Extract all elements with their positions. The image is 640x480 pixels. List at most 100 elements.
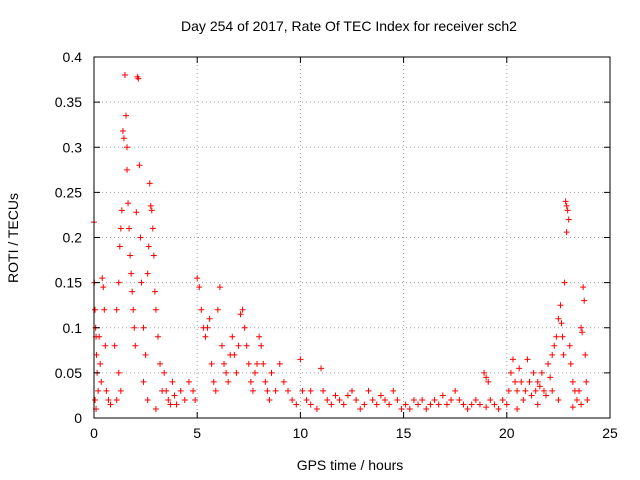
data-point	[103, 387, 110, 394]
data-point	[377, 392, 384, 399]
data-point	[560, 351, 567, 358]
data-point	[297, 356, 304, 363]
data-point	[495, 405, 502, 412]
data-point	[427, 401, 434, 408]
data-point	[443, 401, 450, 408]
data-point	[320, 387, 327, 394]
y-tick-label: 0.1	[63, 320, 83, 336]
data-point	[340, 401, 347, 408]
data-point	[580, 284, 587, 291]
data-point	[406, 405, 413, 412]
data-point	[538, 369, 545, 376]
data-point	[551, 342, 558, 349]
x-tick-label: 15	[396, 425, 412, 441]
data-point	[468, 401, 475, 408]
data-point	[318, 365, 325, 372]
data-point	[555, 396, 562, 403]
x-tick-label: 0	[90, 425, 98, 441]
data-point	[382, 396, 389, 403]
data-point	[133, 209, 140, 216]
data-point	[198, 306, 205, 313]
data-point	[147, 202, 154, 209]
data-point	[423, 405, 430, 412]
data-point	[122, 112, 129, 119]
data-point	[251, 369, 258, 376]
data-point	[272, 387, 279, 394]
data-point	[419, 396, 426, 403]
data-point	[299, 387, 306, 394]
data-point	[276, 360, 283, 367]
y-axis-title: ROTI / TECUs	[5, 193, 21, 283]
data-point	[526, 378, 533, 385]
data-point	[136, 162, 143, 169]
data-point	[212, 387, 219, 394]
data-point	[534, 401, 541, 408]
data-point	[157, 360, 164, 367]
data-point	[140, 378, 147, 385]
data-point	[131, 324, 138, 331]
data-point	[578, 324, 585, 331]
data-point	[357, 405, 364, 412]
data-point	[522, 387, 529, 394]
y-tick-label: 0.3	[63, 139, 83, 155]
data-point	[499, 396, 506, 403]
data-point	[145, 243, 152, 250]
data-point	[148, 207, 155, 214]
data-point	[163, 387, 170, 394]
data-point	[547, 374, 554, 381]
data-point	[390, 387, 397, 394]
data-point	[210, 378, 217, 385]
data-point	[285, 387, 292, 394]
data-point	[579, 329, 586, 336]
data-point	[555, 315, 562, 322]
data-point	[569, 378, 576, 385]
data-point	[97, 360, 104, 367]
data-point	[245, 360, 252, 367]
data-point	[361, 401, 368, 408]
data-point	[565, 216, 572, 223]
data-point	[558, 320, 565, 327]
data-point	[509, 356, 516, 363]
y-tick-label: 0.35	[55, 94, 82, 110]
data-point	[543, 392, 550, 399]
data-point	[149, 225, 156, 232]
data-point	[165, 396, 172, 403]
data-point	[129, 288, 136, 295]
data-point	[202, 333, 209, 340]
data-point	[206, 315, 213, 322]
data-point	[264, 387, 271, 394]
data-point	[514, 405, 521, 412]
data-point	[120, 135, 127, 142]
data-point	[483, 404, 490, 411]
data-point	[204, 324, 211, 331]
data-point	[332, 392, 339, 399]
data-point	[344, 392, 351, 399]
data-point	[243, 342, 250, 349]
data-point	[124, 144, 131, 151]
data-point	[194, 275, 201, 282]
data-point	[349, 387, 355, 394]
x-tick-label: 25	[602, 425, 618, 441]
data-point	[126, 225, 133, 232]
data-point	[534, 378, 541, 385]
data-point	[262, 378, 269, 385]
data-point	[118, 207, 125, 214]
plot-area-border	[93, 56, 611, 419]
x-tick-label: 5	[193, 425, 201, 441]
data-point	[456, 396, 463, 403]
data-point	[98, 378, 105, 385]
data-point	[578, 401, 585, 408]
data-point	[530, 369, 537, 376]
data-point	[512, 378, 519, 385]
y-tick-label: 0.2	[63, 230, 83, 246]
data-point	[185, 378, 192, 385]
data-point	[410, 396, 417, 403]
data-point	[313, 405, 320, 412]
data-point	[233, 369, 240, 376]
data-point	[582, 351, 589, 358]
data-point	[562, 198, 569, 205]
data-point	[439, 392, 446, 399]
data-point	[92, 306, 99, 313]
data-point	[394, 396, 401, 403]
data-point	[125, 200, 132, 207]
